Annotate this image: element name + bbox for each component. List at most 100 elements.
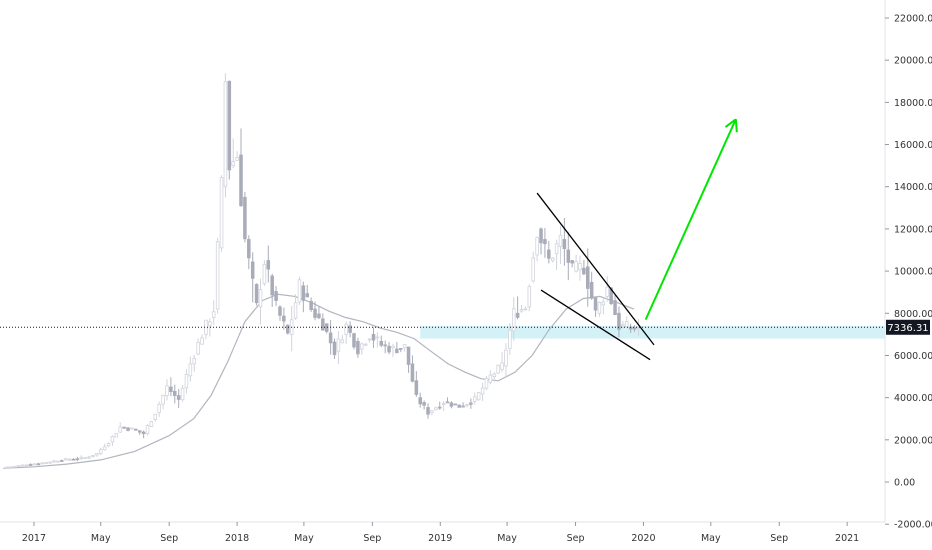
candle — [543, 228, 547, 258]
candle — [363, 343, 368, 347]
wedge-lower-line[interactable] — [540, 289, 651, 361]
candle — [527, 284, 532, 312]
candle — [328, 320, 333, 355]
candle — [87, 455, 91, 459]
price-axis[interactable]: 22000.00 20000.00 18000.00 16000.00 14000.00… — [885, 14, 932, 531]
candle — [32, 462, 37, 466]
candle — [227, 80, 232, 180]
candle — [9, 466, 13, 469]
candle — [258, 278, 263, 325]
candle — [21, 464, 25, 467]
candle — [266, 245, 271, 283]
x-tick-label: Sep — [363, 533, 381, 544]
candle — [270, 273, 274, 307]
candle — [367, 338, 372, 343]
support-zone — [420, 325, 885, 339]
candle — [391, 343, 395, 357]
candle — [457, 404, 461, 408]
candle — [360, 342, 364, 355]
candle — [317, 306, 321, 320]
y-tick-label: 4000.00 — [894, 393, 932, 404]
candle — [574, 254, 578, 273]
candle — [519, 304, 524, 313]
candle — [71, 458, 76, 461]
x-tick-label: Sep — [567, 533, 585, 544]
candle — [17, 465, 21, 467]
candle — [79, 455, 84, 461]
candle — [5, 466, 9, 469]
candle — [605, 275, 610, 302]
x-tick-label: May — [701, 533, 721, 544]
candle — [321, 313, 325, 331]
candle — [430, 410, 434, 416]
x-tick-label: Sep — [770, 533, 788, 544]
candle — [406, 346, 411, 373]
candle — [114, 433, 119, 438]
projection-arrow[interactable] — [644, 118, 738, 321]
candle — [434, 406, 438, 411]
x-tick-label: May — [91, 533, 111, 544]
candle — [589, 271, 594, 300]
candle — [593, 296, 598, 317]
candle — [336, 330, 341, 364]
y-tick-label: 10000.00 — [894, 267, 932, 278]
candle — [624, 316, 629, 328]
candle — [402, 344, 407, 352]
candle — [95, 452, 99, 457]
candle — [250, 252, 255, 303]
candle — [441, 401, 446, 412]
candle — [75, 456, 80, 462]
candle — [375, 332, 380, 348]
candle — [67, 458, 72, 461]
candle — [243, 191, 247, 243]
candle — [461, 402, 465, 408]
candle — [383, 340, 387, 354]
candle — [570, 259, 574, 268]
moving-average-layer — [3, 293, 635, 469]
candle — [476, 392, 481, 401]
candle — [153, 413, 158, 422]
candle — [449, 401, 454, 409]
y-tick-label: 12000.00 — [894, 224, 932, 235]
moving-average-line — [3, 293, 635, 469]
candle — [578, 255, 582, 281]
candle — [410, 355, 415, 383]
y-tick-label: 2000.00 — [894, 435, 932, 446]
x-tick-label: 2017 — [22, 533, 46, 544]
candle — [562, 217, 567, 266]
candle — [91, 455, 95, 458]
candle — [126, 427, 130, 432]
candle — [484, 375, 489, 391]
candle — [28, 463, 33, 466]
candle — [211, 300, 216, 326]
candle — [566, 231, 571, 281]
candle — [515, 296, 520, 320]
candle — [231, 138, 235, 169]
candle — [313, 301, 317, 321]
candle — [169, 377, 173, 397]
x-tick-label: 2021 — [835, 533, 859, 544]
candle — [24, 464, 29, 467]
candle — [40, 462, 45, 465]
candle — [134, 428, 138, 431]
candle — [379, 335, 384, 348]
candle — [262, 260, 267, 286]
candle — [539, 227, 543, 255]
candle — [480, 382, 485, 402]
y-tick-label: 16000.00 — [894, 140, 932, 151]
candle — [465, 403, 469, 408]
candle — [531, 251, 535, 283]
time-axis[interactable]: 2017 May Sep 2018 May Sep 2019 May Sep 2020 May Sep… — [22, 522, 859, 544]
candle — [282, 307, 286, 330]
candle — [426, 403, 430, 419]
wedge-upper-line[interactable] — [536, 192, 655, 346]
candle — [445, 397, 450, 404]
y-tick-label: -2000.00 — [894, 520, 932, 531]
candle — [418, 392, 422, 408]
candle — [550, 257, 555, 263]
candle — [278, 305, 282, 321]
candle — [371, 327, 376, 348]
candle — [137, 430, 142, 435]
